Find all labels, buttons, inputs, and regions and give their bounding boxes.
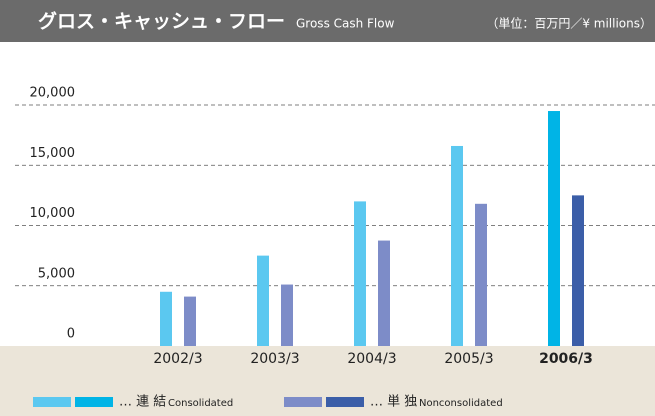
y-tick-label: 10,000 — [30, 206, 76, 221]
x-tick-label: 2006/3 — [539, 351, 593, 367]
header — [0, 0, 655, 42]
y-tick-label: 0 — [67, 327, 75, 342]
unit-label: （単位：百万円／¥ millions） — [486, 16, 652, 31]
legend-label: Nonconsolidated — [419, 398, 503, 409]
bar — [451, 145, 463, 346]
legend-label: … 単 独 — [370, 394, 417, 410]
x-tick-label: 2002/3 — [153, 351, 202, 367]
legend-swatch — [326, 397, 364, 407]
bar — [184, 296, 196, 346]
legend-label: … 連 結 — [119, 395, 166, 410]
bar — [572, 195, 584, 346]
x-tick-label: 2004/3 — [347, 351, 396, 367]
chart-title: グロス・キャッシュ・フロー — [38, 10, 285, 33]
x-tick-label: 2003/3 — [250, 351, 299, 367]
x-tick-label: 2005/3 — [444, 351, 493, 367]
legend-swatch — [33, 397, 71, 407]
bar — [354, 201, 366, 346]
y-tick-label: 15,000 — [30, 146, 76, 161]
legend-swatch — [75, 397, 113, 407]
y-tick-label: 5,000 — [38, 266, 75, 281]
bar — [257, 255, 269, 346]
bar — [160, 291, 172, 346]
bar — [378, 240, 390, 346]
y-tick-label: 20,000 — [30, 86, 76, 101]
legend-label: Consolidated — [168, 398, 233, 409]
bar — [475, 203, 487, 346]
chart-subtitle: Gross Cash Flow — [296, 17, 395, 31]
bar — [281, 284, 293, 346]
legend-swatch — [284, 397, 322, 407]
bar — [548, 111, 560, 347]
